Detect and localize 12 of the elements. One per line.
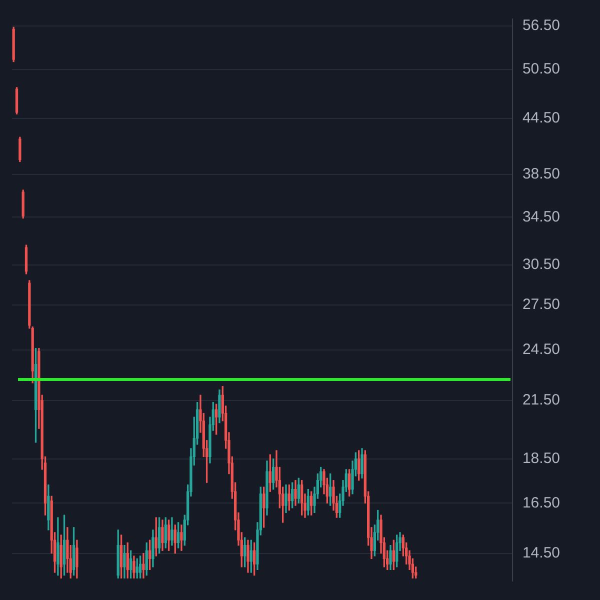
y-tick-label: 27.50	[522, 296, 560, 314]
y-tick-label: 30.50	[522, 256, 560, 274]
y-tick-label: 38.50	[522, 166, 560, 183]
y-tick-label: 34.50	[522, 208, 560, 226]
y-tick-label: 24.50	[522, 341, 560, 358]
y-tick-label: 16.50	[522, 494, 560, 512]
y-tick-label: 44.50	[522, 110, 560, 127]
y-tick-label: 56.50	[522, 16, 560, 34]
y-tick-label: 50.50	[522, 60, 560, 78]
y-tick-label: 21.50	[522, 392, 560, 409]
y-tick-label: 14.50	[522, 544, 560, 562]
y-tick-label: 18.50	[522, 450, 560, 467]
